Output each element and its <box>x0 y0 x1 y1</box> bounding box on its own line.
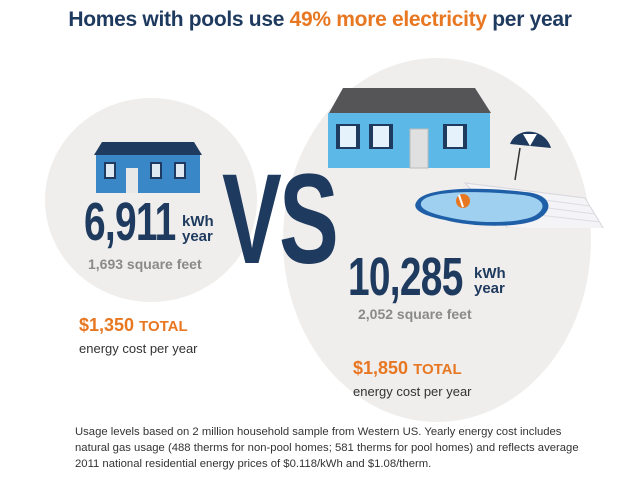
cost-value: $1,850 <box>353 358 409 378</box>
footnote: Usage levels based on 2 million househol… <box>75 426 579 470</box>
pool-kwh: 10,285 <box>348 247 463 307</box>
cost-value: $1,350 <box>79 315 135 335</box>
unit-year: year <box>474 280 505 297</box>
pool-sqft: 2,052 square feet <box>358 306 472 322</box>
unit-year: year <box>182 228 213 245</box>
house-with-pool-icon <box>328 88 604 228</box>
cost-total-label: TOTAL <box>413 361 462 378</box>
headline-highlight: 49% more electricity <box>289 8 487 31</box>
pool-cost-caption: energy cost per year <box>353 384 472 399</box>
non-pool-unit: kWh year <box>182 214 214 244</box>
headline-suffix: per year <box>486 8 572 31</box>
pool-unit: kWh year <box>474 266 506 296</box>
non-pool-cost: $1,350 TOTAL <box>79 315 188 336</box>
non-pool-cost-caption: energy cost per year <box>79 341 198 356</box>
vs-label: VS <box>222 148 339 291</box>
unit-kwh: kWh <box>182 213 214 230</box>
house-icon <box>94 142 202 193</box>
pool-cost: $1,850 TOTAL <box>353 358 462 379</box>
cost-total-label: TOTAL <box>139 318 188 335</box>
non-pool-sqft: 1,693 square feet <box>88 256 202 272</box>
headline: Homes with pools use 49% more electricit… <box>0 8 640 32</box>
headline-text: Homes with pools use <box>68 8 290 31</box>
non-pool-kwh: 6,911 <box>84 192 176 252</box>
non-pool-circle <box>45 98 257 302</box>
unit-kwh: kWh <box>474 265 506 282</box>
